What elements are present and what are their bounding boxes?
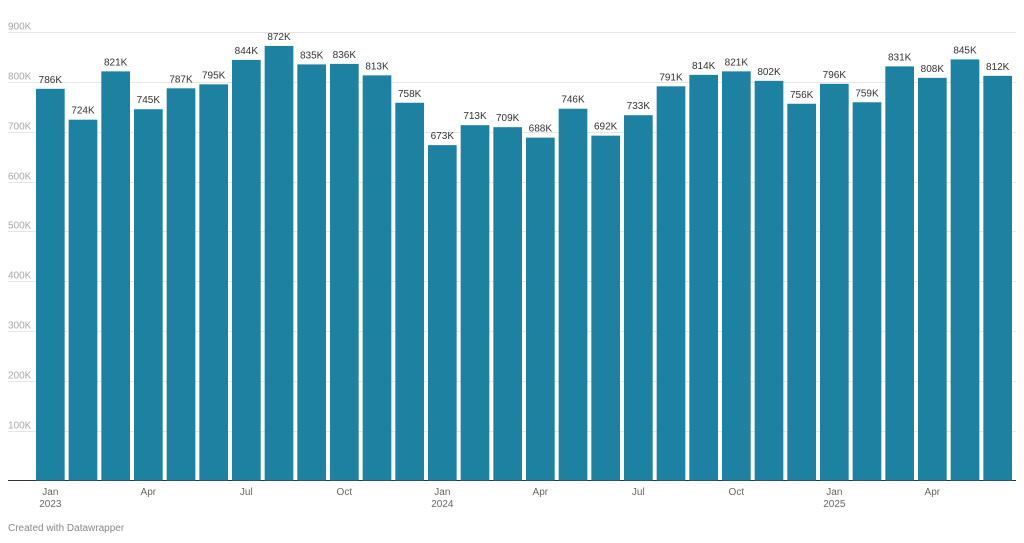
- x-tick-label: Apr: [141, 487, 157, 498]
- y-tick-label: 300K: [8, 321, 32, 332]
- y-tick-label: 400K: [8, 271, 32, 282]
- bar: [330, 63, 359, 481]
- bar: [722, 71, 751, 481]
- bar-value-label: 813K: [365, 61, 389, 72]
- bar: [428, 145, 457, 481]
- x-tick-year-label: 2023: [39, 499, 62, 510]
- y-tick-label: 200K: [8, 371, 32, 382]
- bar-value-label: 759K: [855, 88, 879, 99]
- bar-value-label: 786K: [39, 75, 63, 86]
- bar-value-label: 758K: [398, 89, 422, 100]
- bar-value-labels: 786K 724K 821K 745K 787K 795K 844K 872K 835K 836K…: [39, 32, 1010, 142]
- y-tick-label: 700K: [8, 122, 32, 133]
- bar-value-label: 713K: [463, 111, 487, 122]
- bar: [460, 125, 490, 481]
- bar-value-label: 831K: [888, 52, 912, 63]
- bar-value-label: 808K: [921, 64, 945, 75]
- x-tick-label: Jul: [240, 487, 253, 498]
- y-tick-label: 800K: [8, 72, 32, 83]
- x-tick-label: Jan: [434, 487, 450, 498]
- y-tick-label: 600K: [8, 172, 32, 183]
- y-axis-ticks: 100K 200K 300K 400K 500K 600K 700K 800K 900K: [8, 22, 32, 432]
- y-tick-label: 900K: [8, 22, 32, 33]
- bar: [166, 88, 196, 481]
- bar-value-label: 709K: [496, 113, 520, 124]
- x-tick-label: Oct: [729, 487, 745, 498]
- bar-value-label: 836K: [333, 50, 357, 61]
- bar: [362, 75, 392, 481]
- bar-value-label: 814K: [692, 61, 716, 72]
- x-tick-label: Oct: [337, 487, 353, 498]
- bar: [591, 135, 620, 481]
- bar-value-label: 746K: [561, 95, 585, 106]
- bar-value-label: 844K: [235, 46, 259, 57]
- bar-value-label: 796K: [823, 70, 847, 81]
- bars: [36, 45, 1012, 481]
- bar-value-label: 835K: [300, 50, 324, 61]
- bar-value-label: 812K: [986, 62, 1010, 73]
- bar-value-label: 791K: [659, 72, 683, 83]
- bar-value-label: 756K: [790, 90, 814, 101]
- bar-value-label: 821K: [725, 57, 749, 68]
- bar-value-label: 787K: [169, 74, 193, 85]
- bar: [558, 108, 588, 481]
- footer-credit: Created with Datawrapper: [8, 523, 125, 534]
- bar-value-label: 821K: [104, 57, 128, 68]
- bar: [395, 102, 424, 481]
- x-tick-label: Jan: [826, 487, 842, 498]
- bar: [689, 74, 718, 481]
- bar: [36, 88, 65, 481]
- bar: [656, 86, 686, 481]
- bar: [624, 115, 653, 481]
- bar-value-label: 688K: [529, 124, 553, 135]
- bar: [232, 59, 261, 481]
- bar: [852, 102, 882, 481]
- bar: [297, 64, 326, 481]
- bar-value-label: 724K: [71, 106, 95, 117]
- x-tick-label: Apr: [533, 487, 549, 498]
- bar: [787, 103, 816, 481]
- bar: [820, 83, 849, 481]
- bar-value-label: 845K: [953, 45, 977, 56]
- x-tick-label: Apr: [925, 487, 941, 498]
- bar-value-label: 802K: [757, 67, 781, 78]
- bar: [493, 127, 522, 481]
- y-tick-label: 100K: [8, 421, 32, 432]
- bar: [754, 80, 784, 481]
- bar: [199, 84, 228, 481]
- bar: [885, 66, 914, 481]
- bar: [526, 137, 555, 481]
- bar: [950, 59, 980, 481]
- bar: [264, 45, 294, 481]
- x-tick-label: Jul: [632, 487, 645, 498]
- bar-value-label: 872K: [267, 32, 291, 43]
- bar-value-label: 692K: [594, 122, 618, 133]
- bar-value-label: 745K: [137, 95, 161, 106]
- bar: [918, 77, 947, 481]
- bar-value-label: 733K: [627, 101, 651, 112]
- bar: [101, 71, 130, 481]
- x-tick-label: Jan: [42, 487, 58, 498]
- x-tick-year-label: 2024: [431, 499, 454, 510]
- bar: [983, 75, 1012, 481]
- bar: [68, 119, 98, 481]
- bar-value-label: 673K: [431, 131, 455, 142]
- bar-value-label: 795K: [202, 70, 226, 81]
- x-tick-year-label: 2025: [823, 499, 846, 510]
- bar: [134, 109, 163, 481]
- y-tick-label: 500K: [8, 221, 32, 232]
